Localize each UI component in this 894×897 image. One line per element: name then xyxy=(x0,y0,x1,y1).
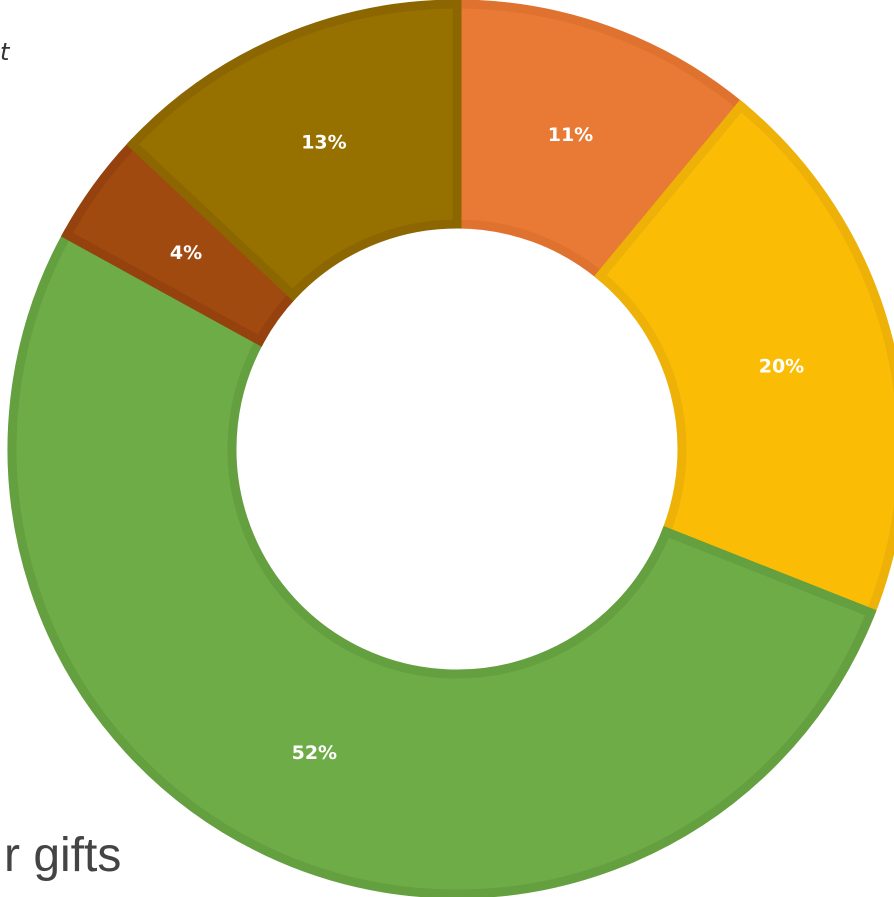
slice-label-3: 4% xyxy=(170,242,202,264)
donut-labels: 11% 20% 52% 4% 13% xyxy=(170,124,804,764)
slice-label-2: 52% xyxy=(292,742,337,764)
donut-slice-0 xyxy=(452,0,747,282)
slice-label-0: 11% xyxy=(548,124,593,146)
donut-slice-1 xyxy=(594,99,894,619)
bottom-text-fragment: r gifts xyxy=(4,829,122,882)
slice-label-4: 13% xyxy=(301,132,346,154)
slice-label-1: 20% xyxy=(759,356,804,378)
corner-text-fragment: t xyxy=(0,38,10,66)
donut-slices xyxy=(7,0,894,897)
donut-slice-2 xyxy=(7,228,877,897)
donut-slice-4 xyxy=(126,0,462,302)
